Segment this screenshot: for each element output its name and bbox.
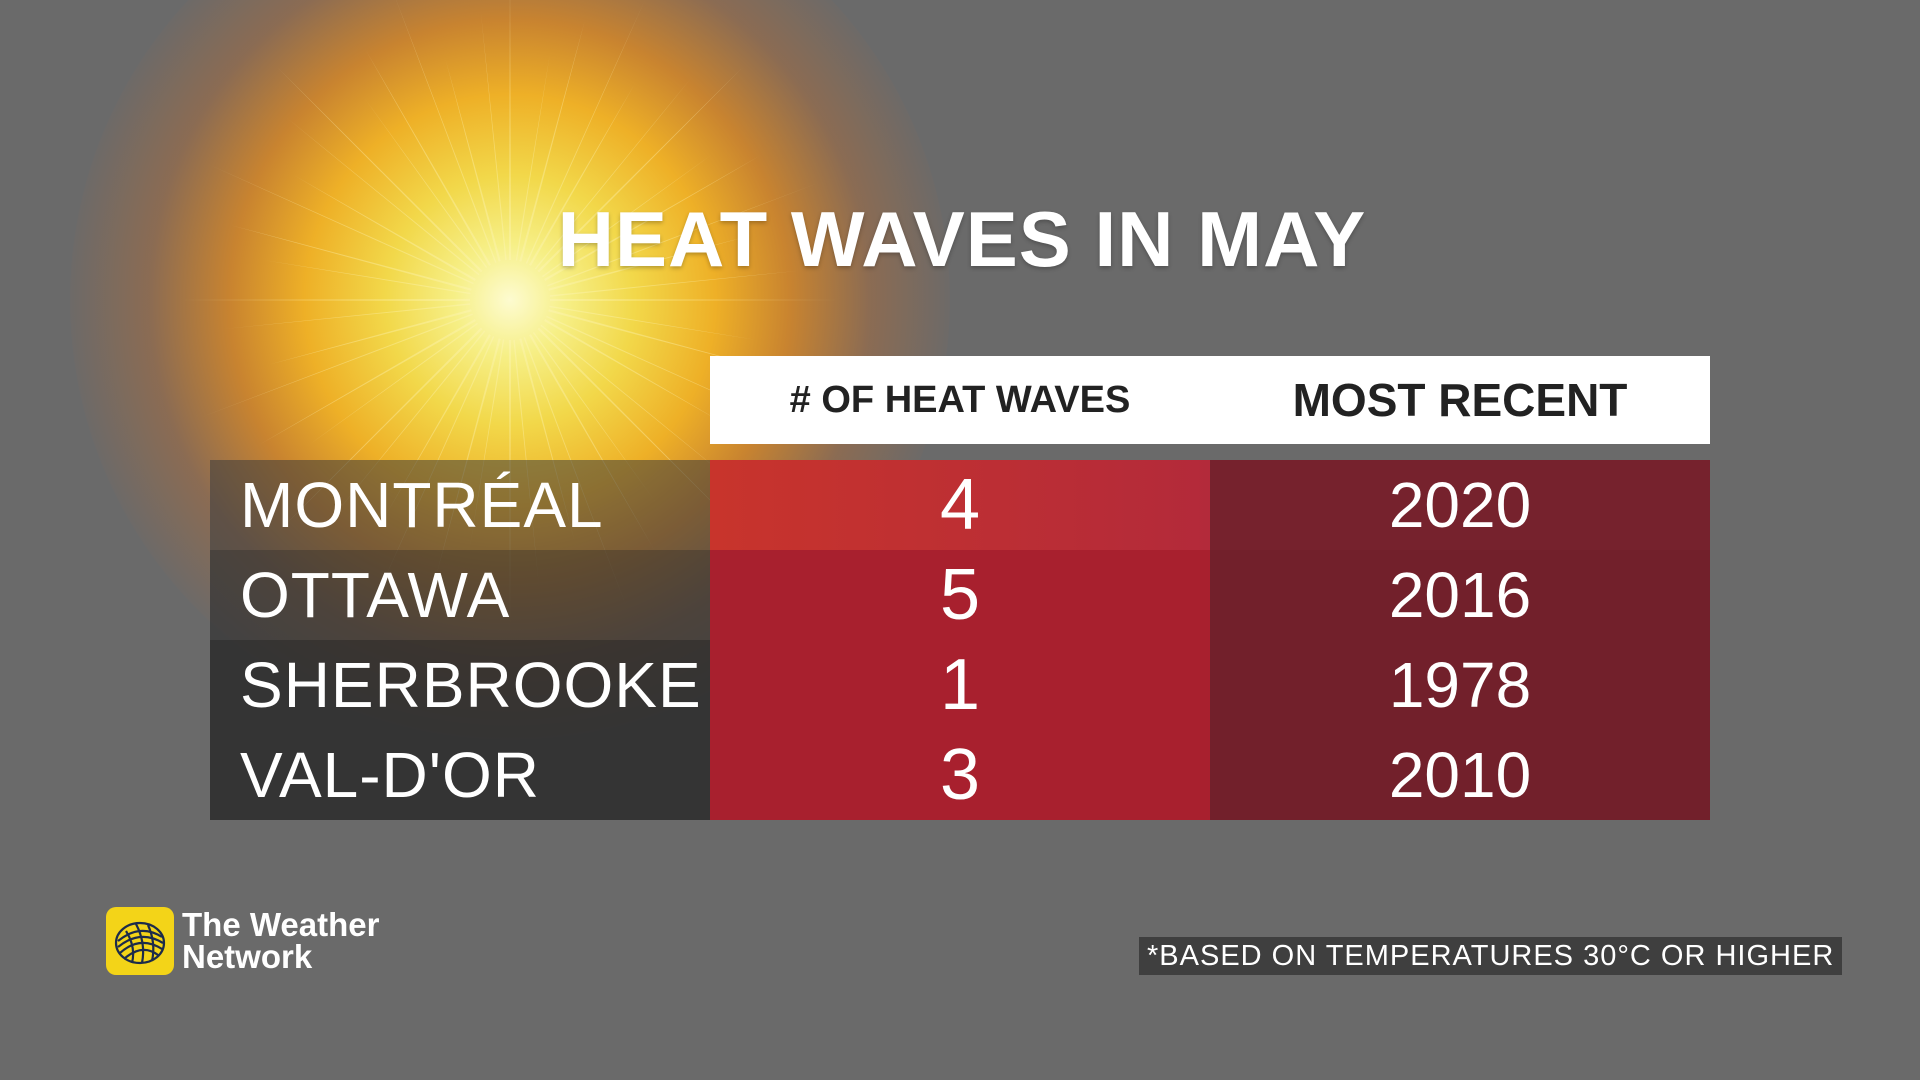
chart-title-wrap: HEAT WAVES IN MAY — [0, 194, 1920, 285]
column-header-heat-waves: # OF HEAT WAVES — [789, 378, 1131, 421]
heat-wave-count-cell: 3 — [710, 730, 1210, 820]
sun-ray — [540, 324, 735, 484]
sun-ray — [548, 235, 752, 291]
city-cell: OTTAWA — [210, 550, 710, 640]
sun-ray — [180, 298, 471, 302]
table-row: MONTRÉAL 4 2020 — [210, 460, 1710, 550]
brand-line-2: Network — [182, 938, 313, 975]
weather-network-logo: The Weather Network — [106, 907, 379, 975]
table-row: VAL-D'OR 3 2010 — [210, 730, 1710, 820]
column-header-most-recent: MOST RECENT — [1292, 374, 1628, 426]
sun-ray — [542, 153, 713, 278]
sun-ray — [276, 66, 483, 273]
city-cell: VAL-D'OR — [210, 730, 710, 820]
sun-ray — [258, 319, 476, 445]
sun-ray — [263, 259, 471, 295]
sun-ray — [537, 66, 744, 273]
sun-ray — [549, 270, 799, 297]
sun-ray — [229, 224, 472, 291]
sun-ray — [547, 182, 819, 287]
sun-ray — [515, 53, 551, 261]
most-recent-year-cell: 2020 — [1210, 460, 1710, 550]
sun-ray — [529, 83, 635, 266]
most-recent-year-cell: 1978 — [1210, 640, 1710, 730]
table-body: MONTRÉAL 4 2020 OTTAWA 5 2016 SHERBROOKE… — [210, 460, 1710, 820]
sun-ray — [544, 319, 727, 425]
sun-ray — [549, 298, 840, 302]
sun-ray — [293, 175, 476, 281]
sun-ray — [268, 309, 472, 365]
city-cell: MONTRÉAL — [210, 460, 710, 550]
sun-ray — [201, 313, 473, 418]
sun-ray — [307, 322, 478, 447]
heat-wave-count-cell: 4 — [710, 460, 1210, 550]
brand-wordmark: The Weather Network — [182, 906, 380, 975]
sun-ray — [525, 0, 645, 264]
table-row: SHERBROOKE 1 1978 — [210, 640, 1710, 730]
chart-title: HEAT WAVES IN MAY — [557, 195, 1367, 283]
most-recent-year-cell: 2010 — [1210, 730, 1710, 820]
sun-ray — [508, 0, 512, 261]
sun-ray — [534, 75, 694, 270]
sun-ray — [365, 48, 491, 266]
sun-ray — [480, 11, 507, 261]
table-header: # OF HEAT WAVES MOST RECENT — [710, 356, 1710, 444]
sun-ray — [519, 19, 586, 262]
table-row: OTTAWA 5 2016 — [210, 550, 1710, 640]
brand-line-1: The Weather — [182, 906, 380, 943]
sun-ray — [396, 0, 497, 263]
heat-wave-count-cell: 1 — [710, 640, 1210, 730]
footnote: *BASED ON TEMPERATURES 30°C OR HIGHER — [1139, 937, 1843, 975]
sun-ray — [209, 164, 474, 285]
sun-ray — [445, 58, 501, 262]
weather-network-swirl-icon — [106, 907, 174, 975]
heat-wave-count-cell: 5 — [710, 550, 1210, 640]
city-cell: SHERBROOKE — [210, 640, 710, 730]
sun-ray — [544, 155, 762, 281]
most-recent-year-cell: 2016 — [1210, 550, 1710, 640]
sun-ray — [285, 116, 480, 276]
sun-ray — [221, 303, 471, 330]
sun-ray — [549, 305, 757, 341]
sun-ray — [363, 97, 488, 268]
